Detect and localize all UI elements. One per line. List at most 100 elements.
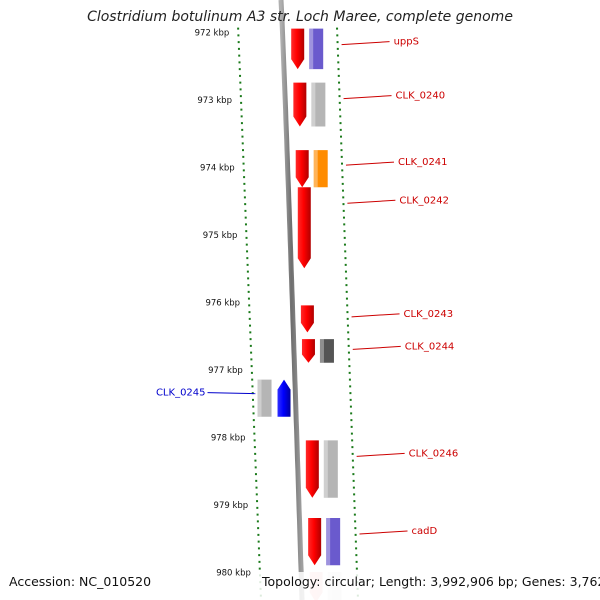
minor-tick-right [355, 554, 358, 557]
minor-tick-left [252, 412, 255, 415]
minor-tick-left [243, 189, 246, 192]
minor-tick-right [354, 520, 357, 523]
minor-tick-right [343, 230, 346, 233]
minor-tick-right [338, 101, 341, 104]
minor-tick-left [239, 95, 242, 98]
minor-tick-left [250, 365, 253, 368]
gene-arrow [291, 28, 305, 70]
minor-tick-left [250, 371, 253, 374]
minor-tick-left [256, 506, 259, 509]
minor-tick-right [348, 365, 351, 368]
minor-tick-right [350, 412, 353, 415]
minor-tick-right [349, 405, 352, 408]
gene-label: CLK_0245 [156, 388, 206, 399]
minor-tick-right [354, 527, 357, 530]
minor-tick-right [347, 344, 350, 347]
minor-tick-right [339, 108, 342, 111]
minor-tick-left [250, 358, 253, 361]
minor-tick-left [258, 560, 261, 563]
minor-tick-left [240, 108, 243, 111]
minor-tick-right [344, 263, 347, 266]
minor-tick-right [350, 425, 353, 428]
minor-tick-left [254, 452, 257, 455]
label-leader-line [352, 345, 401, 350]
minor-tick-right [338, 81, 341, 84]
minor-tick-right [345, 290, 348, 293]
homolog-highlight [319, 339, 324, 363]
minor-tick-left [257, 527, 260, 530]
minor-tick-right [341, 176, 344, 179]
minor-tick-right [346, 324, 349, 327]
minor-tick-left [255, 493, 258, 496]
minor-tick-right [348, 358, 351, 361]
gene-label: CLK_0244 [405, 341, 455, 352]
label-leader-line [359, 530, 408, 535]
minor-tick-left [246, 270, 249, 273]
minor-tick-right [341, 169, 344, 172]
minor-tick-right [344, 250, 347, 253]
minor-tick-left [242, 169, 245, 172]
label-leader-line [356, 452, 405, 457]
minor-tick-right [337, 61, 340, 64]
gene-features [257, 28, 342, 600]
minor-tick-left [257, 540, 260, 543]
minor-tick-right [342, 209, 345, 212]
minor-tick-right [351, 459, 354, 462]
accession-label: Accession: [9, 574, 76, 589]
minor-tick-left [242, 162, 245, 165]
axis-tick-label: 974 kbp [200, 164, 235, 174]
minor-tick-left [240, 115, 243, 118]
minor-tick-right [346, 317, 349, 320]
minor-tick-left [248, 311, 251, 314]
minor-tick-right [345, 297, 348, 300]
minor-tick-left [249, 344, 252, 347]
homolog-block [311, 82, 326, 127]
minor-tick-right [340, 149, 343, 152]
minor-tick-left [251, 398, 254, 401]
homolog-highlight [311, 82, 316, 127]
label-leader-line [351, 313, 400, 318]
minor-tick-left [238, 54, 241, 57]
footer-background [258, 572, 600, 600]
homolog-block [309, 28, 324, 70]
minor-tick-left [243, 182, 246, 185]
minor-tick-left [243, 196, 246, 199]
minor-tick-right [340, 142, 343, 145]
gene-label: CLK_0242 [399, 195, 449, 206]
minor-tick-right [352, 479, 355, 482]
homolog-block [257, 379, 272, 417]
minor-tick-left [256, 513, 259, 516]
minor-tick-right [345, 277, 348, 280]
minor-tick-right [352, 466, 355, 469]
label-leader-line [343, 95, 392, 100]
minor-tick-right [354, 540, 357, 543]
minor-tick-left [239, 81, 242, 84]
minor-tick-right [347, 351, 350, 354]
minor-tick-right [337, 68, 340, 71]
homolog-highlight [309, 28, 314, 70]
topology-info: Topology: circular; Length: 3,992,906 bp… [262, 574, 600, 589]
minor-tick-right [346, 311, 349, 314]
minor-tick-left [241, 142, 244, 145]
minor-tick-left [248, 304, 251, 307]
minor-tick-right [350, 432, 353, 435]
genes-value: 3,762 [569, 574, 600, 589]
gene-arrow [301, 339, 315, 363]
gene-arrow [293, 82, 307, 127]
genes-label: Genes: [521, 574, 566, 589]
length-value: 3,992,906 bp [430, 574, 514, 589]
minor-tick-right [341, 182, 344, 185]
gene-arrow [308, 518, 322, 566]
minor-tick-left [240, 101, 243, 104]
minor-tick-right [343, 243, 346, 246]
topology-label: Topology: [262, 574, 321, 589]
gene-labels: uppS CLK_0240 CLK_0241 CLK_0242 CLK_0243 CLK_… [156, 37, 458, 537]
minor-tick-right [349, 392, 352, 395]
minor-tick-right [339, 128, 342, 131]
minor-tick-left [246, 250, 249, 253]
minor-tick-left [249, 338, 252, 341]
gene-arrow [300, 305, 314, 333]
minor-tick-left [255, 486, 258, 489]
minor-tick-right [348, 371, 351, 374]
